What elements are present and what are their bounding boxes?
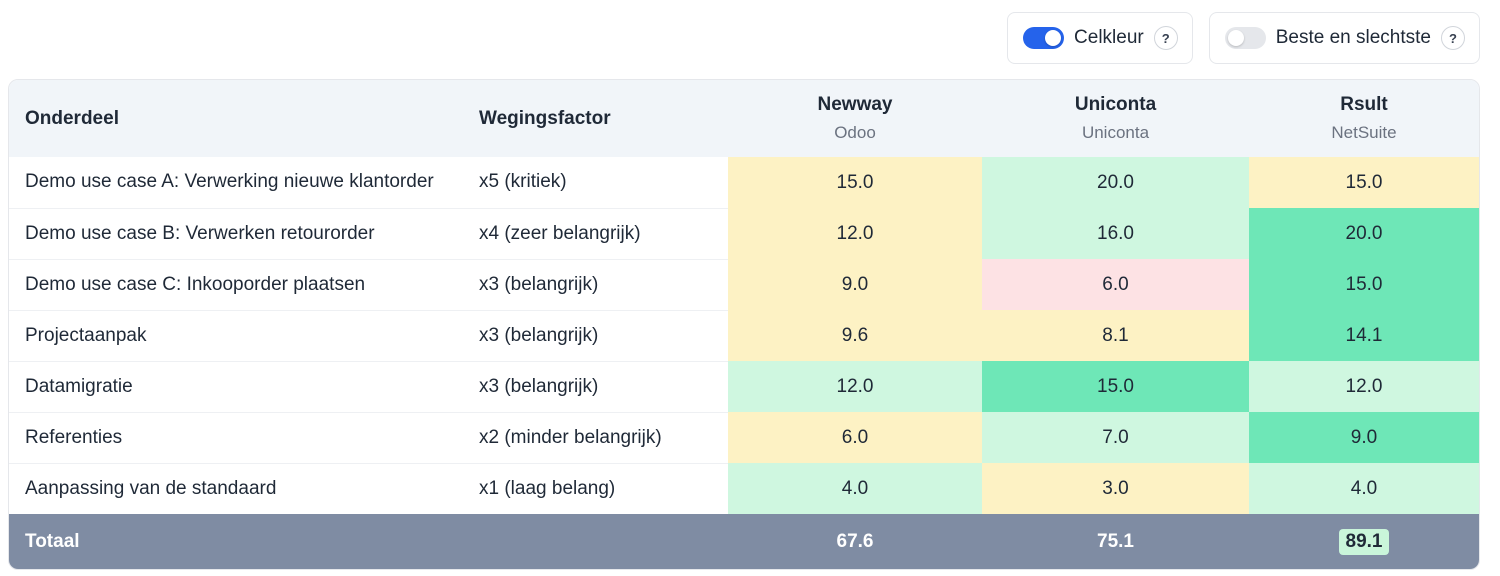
table-row: Projectaanpak x3 (belangrijk) 9.6 8.1 14…	[9, 309, 1479, 361]
beste-slechtste-switch[interactable]	[1224, 27, 1266, 49]
score-cell: 3.0	[982, 463, 1249, 514]
score-cell: 9.6	[728, 310, 982, 361]
total-value-text: 75.1	[1097, 531, 1134, 552]
table-row: Aanpassing van de standaard x1 (laag bel…	[9, 462, 1479, 514]
row-onderdeel: Referenties	[9, 411, 463, 463]
switch-knob	[1045, 30, 1062, 46]
score-cell: 15.0	[1249, 157, 1479, 208]
score-cell: 12.0	[728, 208, 982, 259]
row-onderdeel: Demo use case A: Verwerking nieuwe klant…	[25, 171, 434, 193]
header-vendor-uniconta: Uniconta Uniconta	[982, 80, 1249, 157]
score-cell: 7.0	[982, 412, 1249, 463]
score-cell: 20.0	[982, 157, 1249, 208]
total-row: Totaal 67.6 75.1 89.1	[9, 514, 1479, 569]
help-icon[interactable]: ?	[1153, 26, 1178, 50]
total-value-text: 89.1	[1338, 529, 1390, 555]
score-cell: 15.0	[1249, 259, 1479, 310]
row-weging: x3 (belangrijk)	[463, 309, 728, 361]
table-row: Referenties x2 (minder belangrijk) 6.0 7…	[9, 411, 1479, 463]
row-onderdeel: Demo use case C: Inkooporder plaatsen	[9, 258, 463, 310]
row-onderdeel: Aanpassing van de standaard	[9, 462, 463, 514]
total-empty-cell	[463, 514, 728, 569]
header-wegingsfactor: Wegingsfactor	[479, 107, 611, 129]
score-cell: 15.0	[982, 361, 1249, 412]
total-label: Totaal	[25, 531, 80, 552]
row-weging: x3 (belangrijk)	[463, 360, 728, 412]
score-cell: 20.0	[1249, 208, 1479, 259]
row-weging: x1 (laag belang)	[463, 462, 728, 514]
vendor-name: Uniconta	[1074, 93, 1157, 115]
score-cell: 16.0	[982, 208, 1249, 259]
switch-knob	[1227, 30, 1244, 46]
help-icon[interactable]: ?	[1441, 26, 1465, 50]
score-cell: 12.0	[728, 361, 982, 412]
beste-slechtste-toggle-box[interactable]: Beste en slechtste ?	[1208, 12, 1480, 64]
row-weging: x4 (zeer belangrijk)	[463, 207, 728, 259]
vendor-product: NetSuite	[1331, 122, 1397, 142]
score-cell: 6.0	[728, 412, 982, 463]
total-value-text: 67.6	[836, 531, 874, 552]
table-row: Demo use case C: Inkooporder plaatsen x3…	[9, 258, 1479, 310]
row-onderdeel: Demo use case B: Verwerken retourorder	[9, 207, 463, 259]
row-onderdeel: Projectaanpak	[9, 309, 463, 361]
table-row: Demo use case A: Verwerking nieuwe klant…	[9, 157, 1479, 208]
toolbar: Celkleur ? Beste en slechtste ?	[1007, 12, 1480, 64]
total-value: 67.6	[728, 514, 982, 569]
table-row: Demo use case B: Verwerken retourorder x…	[9, 207, 1479, 259]
score-cell: 14.1	[1249, 310, 1479, 361]
celkleur-toggle-box[interactable]: Celkleur ?	[1007, 12, 1193, 64]
score-cell: 8.1	[982, 310, 1249, 361]
row-weging: x3 (belangrijk)	[463, 258, 728, 310]
score-cell: 4.0	[728, 463, 982, 514]
table-row: Datamigratie x3 (belangrijk) 12.0 15.0 1…	[9, 360, 1479, 412]
score-cell: 6.0	[982, 259, 1249, 310]
total-value: 75.1	[982, 514, 1249, 569]
vendor-product: Uniconta	[1081, 122, 1150, 142]
score-cell: 15.0	[728, 157, 982, 208]
header-vendor-newway: Newway Odoo	[728, 80, 982, 157]
celkleur-switch[interactable]	[1023, 27, 1065, 49]
score-cell: 12.0	[1249, 361, 1479, 412]
header-onderdeel: Onderdeel	[25, 107, 119, 129]
vendor-name: Rsult	[1340, 93, 1388, 115]
score-cell: 9.0	[728, 259, 982, 310]
row-onderdeel: Datamigratie	[9, 360, 463, 412]
vendor-name: Newway	[817, 93, 893, 115]
comparison-table: Onderdeel Wegingsfactor Newway Odoo Unic…	[8, 79, 1480, 570]
beste-slechtste-label: Beste en slechtste	[1275, 27, 1431, 48]
score-cell: 4.0	[1249, 463, 1479, 514]
row-weging: x5 (kritiek)	[479, 171, 567, 193]
vendor-product: Odoo	[834, 122, 876, 142]
total-value: 89.1	[1249, 514, 1479, 569]
celkleur-label: Celkleur	[1074, 27, 1144, 48]
score-cell: 9.0	[1249, 412, 1479, 463]
table-header-row: Onderdeel Wegingsfactor Newway Odoo Unic…	[9, 80, 1479, 157]
header-vendor-rsult: Rsult NetSuite	[1249, 80, 1479, 157]
row-weging: x2 (minder belangrijk)	[463, 411, 728, 463]
